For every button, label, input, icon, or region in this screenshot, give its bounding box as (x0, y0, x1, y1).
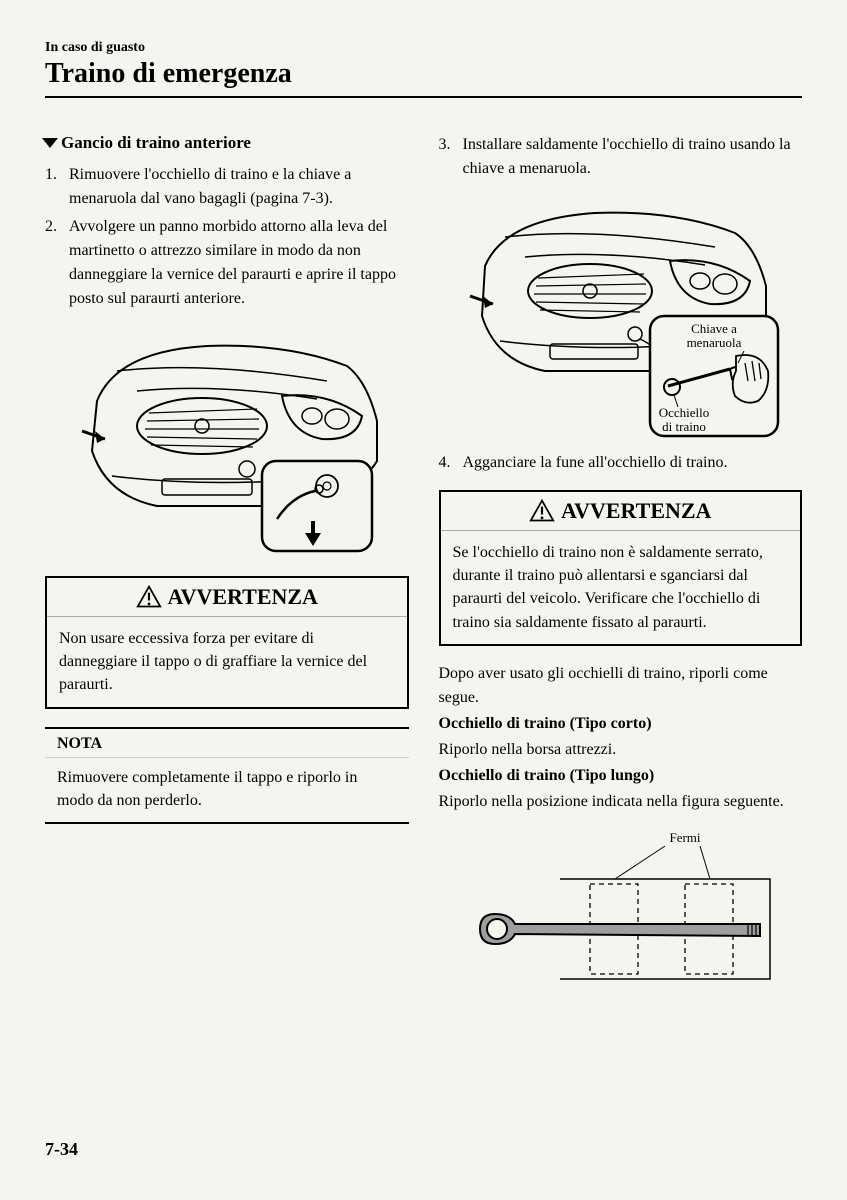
body-text-bold: Occhiello di traino (Tipo corto) (439, 712, 803, 736)
breadcrumb: In caso di guasto (45, 40, 802, 56)
body-text-bold: Occhiello di traino (Tipo lungo) (439, 764, 803, 788)
note-box: NOTA Rimuovere completamente il tappo e … (45, 727, 409, 824)
warning-box: AVVERTENZA Se l'occhiello di traino non … (439, 490, 803, 646)
list-number: 1. (45, 163, 69, 211)
left-column: Gancio di traino anteriore 1. Rimuovere … (45, 133, 409, 1004)
triangle-marker-icon (42, 138, 58, 148)
list-item: 4. Agganciare la fune all'occhiello di t… (439, 451, 803, 475)
list-item: 2. Avvolgere un panno morbido attorno al… (45, 215, 409, 311)
figure-label-stoppers: Fermi (670, 830, 701, 845)
page-number: 7-34 (45, 1139, 78, 1160)
figure-eyelet-storage: Fermi (439, 824, 803, 994)
list-text: Avvolgere un panno morbido attorno alla … (69, 215, 409, 311)
body-text: Dopo aver usato gli occhielli di traino,… (439, 662, 803, 710)
figure-label-eyelet-2: di traino (662, 419, 706, 434)
subsection-title-text: Gancio di traino anteriore (61, 133, 251, 153)
figure-label-wrench-1: Chiave a (691, 321, 737, 336)
list-number: 4. (439, 451, 463, 475)
list-text: Installare saldamente l'occhiello di tra… (463, 133, 803, 181)
page-header: In caso di guasto Traino di emergenza (45, 40, 802, 98)
warning-box: AVVERTENZA Non usare eccessiva forza per… (45, 576, 409, 709)
after-text-block: Dopo aver usato gli occhielli di traino,… (439, 662, 803, 814)
figure-label-wrench-2: menaruola (687, 335, 742, 350)
note-title: NOTA (45, 729, 409, 758)
list-text: Rimuovere l'occhiello di traino e la chi… (69, 163, 409, 211)
list-item: 3. Installare saldamente l'occhiello di … (439, 133, 803, 181)
note-body: Rimuovere completamente il tappo e ripor… (45, 758, 409, 822)
content-columns: Gancio di traino anteriore 1. Rimuovere … (45, 133, 802, 1004)
warning-title: AVVERTENZA (561, 498, 711, 524)
warning-triangle-icon (529, 498, 555, 524)
subsection-title: Gancio di traino anteriore (45, 133, 409, 153)
warning-header: AVVERTENZA (441, 492, 801, 531)
figure-car-wrench-install: Chiave a menaruola Occhiello di traino (439, 191, 803, 441)
warning-header: AVVERTENZA (47, 578, 407, 617)
figure-label-eyelet-1: Occhiello (659, 405, 710, 420)
list-number: 2. (45, 215, 69, 311)
body-text: Riporlo nella posizione indicata nella f… (439, 790, 803, 814)
warning-body: Se l'occhiello di traino non è saldament… (441, 531, 801, 644)
page-title: Traino di emergenza (45, 58, 802, 98)
body-text: Riporlo nella borsa attrezzi. (439, 738, 803, 762)
right-column: 3. Installare saldamente l'occhiello di … (439, 133, 803, 1004)
figure-car-cap-removal (45, 321, 409, 561)
warning-triangle-icon (136, 584, 162, 610)
list-number: 3. (439, 133, 463, 181)
warning-title: AVVERTENZA (168, 584, 318, 610)
warning-body: Non usare eccessiva forza per evitare di… (47, 617, 407, 707)
list-item: 1. Rimuovere l'occhiello di traino e la … (45, 163, 409, 211)
list-text: Agganciare la fune all'occhiello di trai… (463, 451, 803, 475)
